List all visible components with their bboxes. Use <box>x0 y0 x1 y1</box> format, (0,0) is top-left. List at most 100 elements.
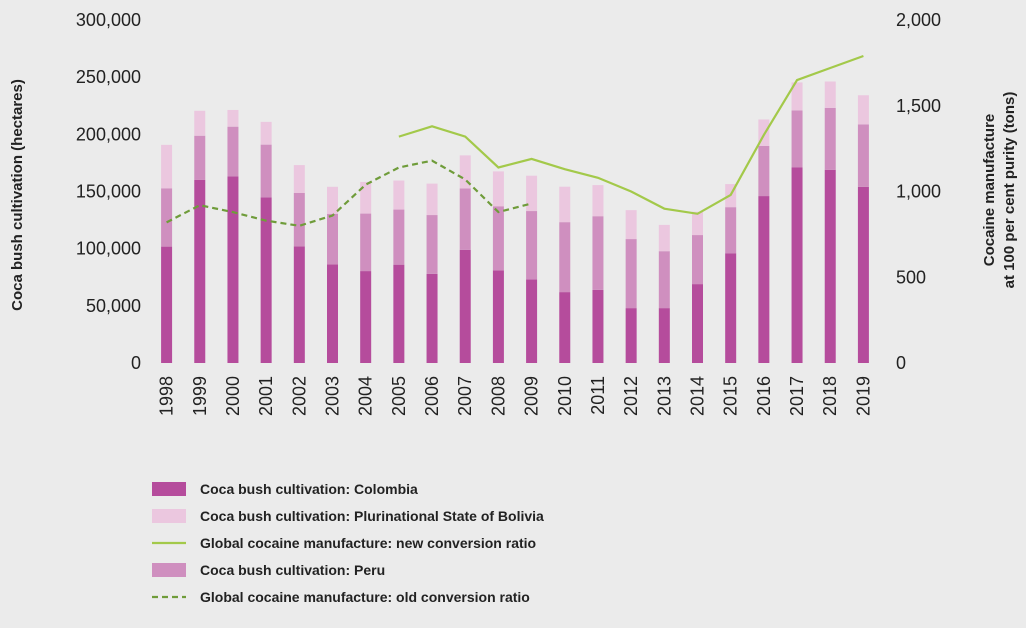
y-tick-label: 0 <box>131 353 141 373</box>
y2-axis-title-line2: at 100 per cent purity (tons) <box>1001 92 1018 289</box>
y-tick-label: 150,000 <box>76 182 141 202</box>
x-tick-label: 2004 <box>356 376 376 416</box>
bar-peru-2011 <box>592 216 604 290</box>
bar-colombia-2007 <box>459 249 471 363</box>
bar-plurinational-state-of-bolivia-2009 <box>526 175 538 212</box>
bar-peru-2017 <box>791 110 803 168</box>
y-tick-label: 250,000 <box>76 67 141 87</box>
legend-label-coca-bush-cultivation-plurinational-state-of-bolivia: Coca bush cultivation: Plurinational Sta… <box>200 508 544 524</box>
x-tick-label: 2005 <box>389 376 409 416</box>
legend-swatch-coca-bush-cultivation-peru <box>152 563 186 577</box>
bar-peru-1998 <box>161 188 173 247</box>
bar-colombia-2012 <box>625 308 637 363</box>
bar-colombia-2003 <box>327 264 338 363</box>
bar-plurinational-state-of-bolivia-2001 <box>260 121 272 145</box>
x-tick-label: 2010 <box>555 376 575 416</box>
x-tick-label: 2018 <box>820 376 840 416</box>
bar-colombia-2019 <box>857 186 869 363</box>
y-tick-label: 50,000 <box>86 296 141 316</box>
y-tick-label: 100,000 <box>76 239 141 259</box>
x-tick-label: 2002 <box>289 376 309 416</box>
bar-colombia-2018 <box>824 169 836 363</box>
y-axis-title: Coca bush cultivation (hectares) <box>9 79 26 311</box>
bar-colombia-2001 <box>260 197 272 363</box>
bar-plurinational-state-of-bolivia-2006 <box>426 183 438 216</box>
bar-plurinational-state-of-bolivia-2011 <box>592 185 604 217</box>
y2-tick-label: 2,000 <box>896 10 941 30</box>
line-old-conversion-ratio <box>166 159 532 227</box>
bar-plurinational-state-of-bolivia-2012 <box>625 210 637 240</box>
legend-label-coca-bush-cultivation-colombia: Coca bush cultivation: Colombia <box>200 481 418 497</box>
x-tick-label: 2016 <box>754 376 774 416</box>
legend-label-global-cocaine-manufacture-new-conversion-ratio: Global cocaine manufacture: new conversi… <box>200 535 536 551</box>
y2-axis-title-line1: Cocaine manufacture <box>981 114 998 267</box>
bar-colombia-2005 <box>393 264 405 363</box>
bar-plurinational-state-of-bolivia-1999 <box>194 110 206 136</box>
bar-plurinational-state-of-bolivia-2014 <box>692 211 703 236</box>
bar-peru-2006 <box>426 215 438 274</box>
bar-peru-2010 <box>559 222 571 293</box>
bar-peru-2004 <box>360 213 372 272</box>
bar-plurinational-state-of-bolivia-2018 <box>824 81 836 108</box>
x-tick-label: 2019 <box>853 376 873 416</box>
bar-peru-2019 <box>857 124 869 187</box>
bar-peru-2000 <box>227 126 239 177</box>
x-tick-label: 2012 <box>621 376 641 416</box>
x-tick-label: 1998 <box>157 376 177 416</box>
y2-tick-label: 500 <box>896 267 926 287</box>
y-tick-label: 200,000 <box>76 124 141 144</box>
bar-colombia-2010 <box>559 292 571 363</box>
bar-colombia-2014 <box>692 284 703 363</box>
x-tick-label: 2003 <box>323 376 343 416</box>
bar-peru-2009 <box>526 211 538 280</box>
x-tick-label: 2017 <box>787 376 807 416</box>
bar-plurinational-state-of-bolivia-2019 <box>857 95 869 125</box>
bar-peru-2015 <box>725 207 737 254</box>
x-tick-label: 2015 <box>721 376 741 416</box>
bar-peru-2013 <box>658 251 670 309</box>
y2-tick-label: 1,500 <box>896 96 941 116</box>
y2-tick-label: 0 <box>896 353 906 373</box>
bar-plurinational-state-of-bolivia-1998 <box>161 144 173 189</box>
bar-peru-1999 <box>194 135 206 180</box>
bar-colombia-2004 <box>360 271 372 363</box>
bar-peru-2005 <box>393 209 405 265</box>
line-new-conversion-ratio <box>398 54 864 215</box>
bar-colombia-2006 <box>426 273 438 363</box>
legend-swatch-coca-bush-cultivation-plurinational-state-of-bolivia <box>152 509 186 523</box>
bar-plurinational-state-of-bolivia-2004 <box>360 181 372 214</box>
bar-peru-2002 <box>293 192 305 247</box>
x-tick-label: 2011 <box>588 376 608 415</box>
legend-label-global-cocaine-manufacture-old-conversion-ratio: Global cocaine manufacture: old conversi… <box>200 589 530 605</box>
bar-colombia-2009 <box>526 279 538 363</box>
x-tick-label: 2000 <box>223 376 243 416</box>
y-tick-label: 300,000 <box>76 10 141 30</box>
bar-colombia-1999 <box>194 179 206 363</box>
bar-plurinational-state-of-bolivia-2008 <box>492 171 504 207</box>
bar-peru-2001 <box>260 144 272 198</box>
bar-plurinational-state-of-bolivia-2007 <box>459 155 471 189</box>
bar-colombia-2016 <box>758 196 770 363</box>
bar-plurinational-state-of-bolivia-2000 <box>227 109 239 127</box>
bar-peru-2003 <box>327 213 338 265</box>
bar-peru-2007 <box>459 188 471 250</box>
bar-colombia-2011 <box>592 289 604 363</box>
y2-tick-label: 1,000 <box>896 182 941 202</box>
bar-colombia-2017 <box>791 167 803 363</box>
x-tick-label: 2014 <box>688 376 708 416</box>
bar-peru-2014 <box>692 235 703 285</box>
bar-plurinational-state-of-bolivia-2010 <box>559 186 571 223</box>
bar-colombia-2008 <box>492 270 504 363</box>
bar-plurinational-state-of-bolivia-2003 <box>327 186 338 214</box>
bar-colombia-1998 <box>161 246 173 363</box>
bar-colombia-2015 <box>725 253 737 363</box>
bar-plurinational-state-of-bolivia-2016 <box>758 119 770 146</box>
x-tick-label: 2007 <box>455 376 475 416</box>
bar-plurinational-state-of-bolivia-2013 <box>658 224 670 252</box>
bar-peru-2016 <box>758 145 770 197</box>
x-tick-label: 2006 <box>422 376 442 416</box>
legend-label-coca-bush-cultivation-peru: Coca bush cultivation: Peru <box>200 562 385 578</box>
bar-peru-2018 <box>824 107 836 170</box>
x-tick-label: 2001 <box>256 376 276 416</box>
